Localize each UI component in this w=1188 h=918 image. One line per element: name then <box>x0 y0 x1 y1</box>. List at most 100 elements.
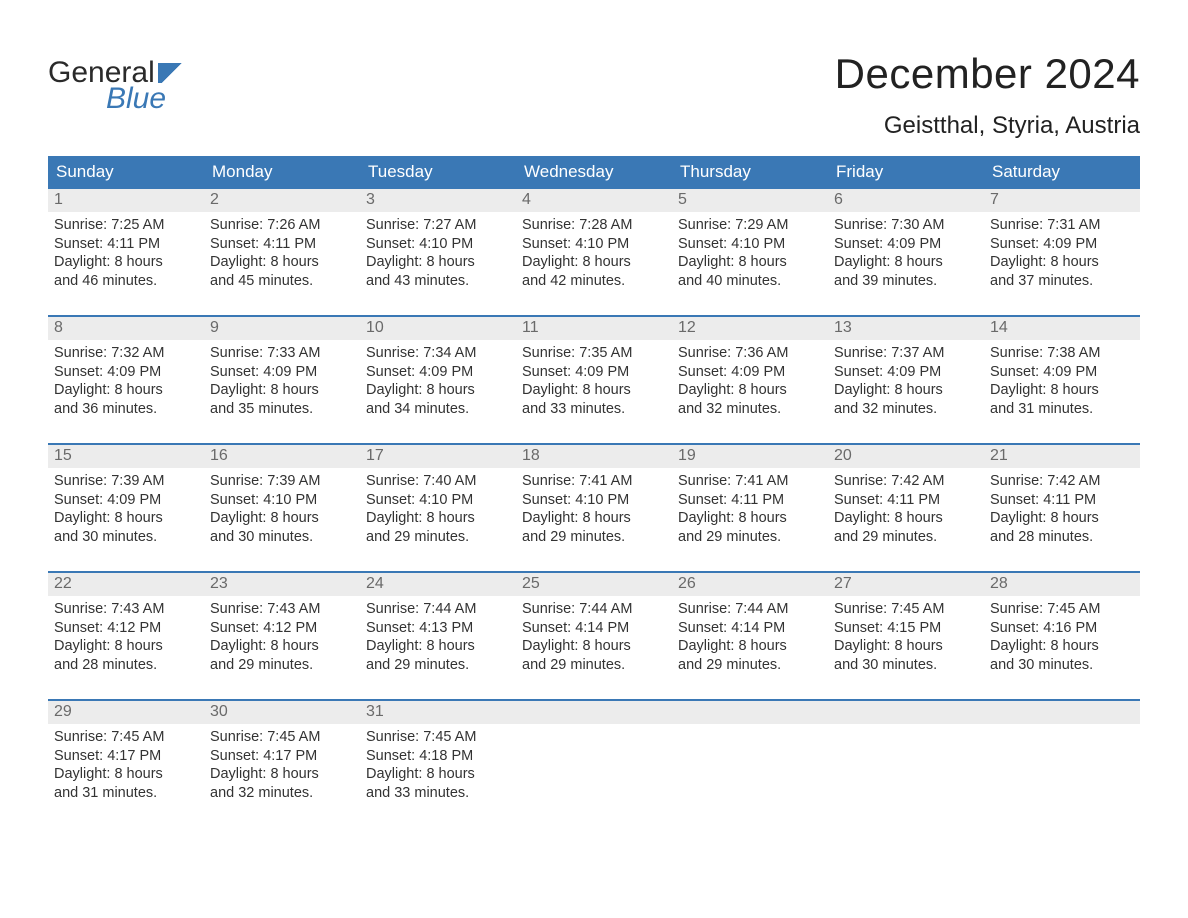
dow-cell: Wednesday <box>516 156 672 189</box>
sunrise: Sunrise: 7:45 AM <box>834 600 978 619</box>
daylight-line2: and 42 minutes. <box>522 272 666 291</box>
daylight-line2: and 29 minutes. <box>678 656 822 675</box>
day-body: Sunrise: 7:25 AMSunset: 4:11 PMDaylight:… <box>48 212 204 294</box>
sunset: Sunset: 4:09 PM <box>210 363 354 382</box>
week-row: 8Sunrise: 7:32 AMSunset: 4:09 PMDaylight… <box>48 315 1140 443</box>
sunset: Sunset: 4:09 PM <box>54 363 198 382</box>
day-cell: 7Sunrise: 7:31 AMSunset: 4:09 PMDaylight… <box>984 189 1140 315</box>
header: General Blue December 2024 Geistthal, St… <box>48 50 1140 150</box>
sunset: Sunset: 4:09 PM <box>834 363 978 382</box>
daylight-line1: Daylight: 8 hours <box>210 253 354 272</box>
sunrise: Sunrise: 7:28 AM <box>522 216 666 235</box>
daylight-line1: Daylight: 8 hours <box>522 381 666 400</box>
week-row: 22Sunrise: 7:43 AMSunset: 4:12 PMDayligh… <box>48 571 1140 699</box>
day-body: Sunrise: 7:44 AMSunset: 4:14 PMDaylight:… <box>672 596 828 678</box>
week-row: 1Sunrise: 7:25 AMSunset: 4:11 PMDaylight… <box>48 189 1140 315</box>
day-cell <box>672 701 828 827</box>
day-number: 6 <box>828 189 984 212</box>
daylight-line1: Daylight: 8 hours <box>834 637 978 656</box>
daylight-line2: and 33 minutes. <box>366 784 510 803</box>
day-number: 21 <box>984 445 1140 468</box>
daylight-line1: Daylight: 8 hours <box>990 509 1134 528</box>
day-cell: 17Sunrise: 7:40 AMSunset: 4:10 PMDayligh… <box>360 445 516 571</box>
day-cell: 5Sunrise: 7:29 AMSunset: 4:10 PMDaylight… <box>672 189 828 315</box>
day-cell: 3Sunrise: 7:27 AMSunset: 4:10 PMDaylight… <box>360 189 516 315</box>
sunset: Sunset: 4:09 PM <box>990 363 1134 382</box>
day-number: 1 <box>48 189 204 212</box>
sunrise: Sunrise: 7:33 AM <box>210 344 354 363</box>
sunset: Sunset: 4:18 PM <box>366 747 510 766</box>
sunset: Sunset: 4:17 PM <box>54 747 198 766</box>
day-body: Sunrise: 7:37 AMSunset: 4:09 PMDaylight:… <box>828 340 984 422</box>
daylight-line2: and 31 minutes. <box>54 784 198 803</box>
daylight-line2: and 29 minutes. <box>522 656 666 675</box>
day-body: Sunrise: 7:36 AMSunset: 4:09 PMDaylight:… <box>672 340 828 422</box>
daylight-line2: and 29 minutes. <box>210 656 354 675</box>
day-body: Sunrise: 7:44 AMSunset: 4:14 PMDaylight:… <box>516 596 672 678</box>
sunset: Sunset: 4:12 PM <box>54 619 198 638</box>
day-body: Sunrise: 7:30 AMSunset: 4:09 PMDaylight:… <box>828 212 984 294</box>
day-number: 3 <box>360 189 516 212</box>
day-cell: 27Sunrise: 7:45 AMSunset: 4:15 PMDayligh… <box>828 573 984 699</box>
days-of-week-header: SundayMondayTuesdayWednesdayThursdayFrid… <box>48 156 1140 189</box>
day-number: 9 <box>204 317 360 340</box>
daylight-line2: and 39 minutes. <box>834 272 978 291</box>
day-cell: 24Sunrise: 7:44 AMSunset: 4:13 PMDayligh… <box>360 573 516 699</box>
sunrise: Sunrise: 7:44 AM <box>678 600 822 619</box>
day-body: Sunrise: 7:44 AMSunset: 4:13 PMDaylight:… <box>360 596 516 678</box>
brand-line2: Blue <box>48 84 166 114</box>
dow-cell: Monday <box>204 156 360 189</box>
day-number: 31 <box>360 701 516 724</box>
sunset: Sunset: 4:09 PM <box>522 363 666 382</box>
day-cell: 13Sunrise: 7:37 AMSunset: 4:09 PMDayligh… <box>828 317 984 443</box>
daylight-line1: Daylight: 8 hours <box>522 509 666 528</box>
daylight-line2: and 33 minutes. <box>522 400 666 419</box>
daylight-line2: and 32 minutes. <box>678 400 822 419</box>
sunrise: Sunrise: 7:31 AM <box>990 216 1134 235</box>
daylight-line2: and 30 minutes. <box>54 528 198 547</box>
day-body: Sunrise: 7:45 AMSunset: 4:16 PMDaylight:… <box>984 596 1140 678</box>
day-number: 24 <box>360 573 516 596</box>
daylight-line1: Daylight: 8 hours <box>522 637 666 656</box>
day-body: Sunrise: 7:45 AMSunset: 4:17 PMDaylight:… <box>204 724 360 806</box>
daylight-line1: Daylight: 8 hours <box>210 381 354 400</box>
sunset: Sunset: 4:12 PM <box>210 619 354 638</box>
day-cell: 8Sunrise: 7:32 AMSunset: 4:09 PMDaylight… <box>48 317 204 443</box>
day-body: Sunrise: 7:45 AMSunset: 4:17 PMDaylight:… <box>48 724 204 806</box>
day-number: 2 <box>204 189 360 212</box>
day-cell: 12Sunrise: 7:36 AMSunset: 4:09 PMDayligh… <box>672 317 828 443</box>
day-cell: 28Sunrise: 7:45 AMSunset: 4:16 PMDayligh… <box>984 573 1140 699</box>
day-body: Sunrise: 7:43 AMSunset: 4:12 PMDaylight:… <box>204 596 360 678</box>
sunset: Sunset: 4:10 PM <box>522 235 666 254</box>
sunrise: Sunrise: 7:39 AM <box>210 472 354 491</box>
dow-cell: Friday <box>828 156 984 189</box>
day-body: Sunrise: 7:32 AMSunset: 4:09 PMDaylight:… <box>48 340 204 422</box>
dow-cell: Tuesday <box>360 156 516 189</box>
daylight-line1: Daylight: 8 hours <box>678 253 822 272</box>
day-number <box>828 701 984 724</box>
day-body: Sunrise: 7:31 AMSunset: 4:09 PMDaylight:… <box>984 212 1140 294</box>
day-number <box>984 701 1140 724</box>
sunrise: Sunrise: 7:43 AM <box>210 600 354 619</box>
day-cell: 25Sunrise: 7:44 AMSunset: 4:14 PMDayligh… <box>516 573 672 699</box>
day-body: Sunrise: 7:29 AMSunset: 4:10 PMDaylight:… <box>672 212 828 294</box>
daylight-line2: and 29 minutes. <box>522 528 666 547</box>
daylight-line1: Daylight: 8 hours <box>678 637 822 656</box>
sunrise: Sunrise: 7:32 AM <box>54 344 198 363</box>
day-number: 11 <box>516 317 672 340</box>
daylight-line1: Daylight: 8 hours <box>210 637 354 656</box>
sunrise: Sunrise: 7:29 AM <box>678 216 822 235</box>
daylight-line1: Daylight: 8 hours <box>54 381 198 400</box>
daylight-line1: Daylight: 8 hours <box>990 253 1134 272</box>
sunrise: Sunrise: 7:45 AM <box>54 728 198 747</box>
day-cell <box>984 701 1140 827</box>
day-body: Sunrise: 7:39 AMSunset: 4:10 PMDaylight:… <box>204 468 360 550</box>
sunrise: Sunrise: 7:43 AM <box>54 600 198 619</box>
day-number: 13 <box>828 317 984 340</box>
sunrise: Sunrise: 7:35 AM <box>522 344 666 363</box>
daylight-line2: and 32 minutes. <box>210 784 354 803</box>
day-number: 25 <box>516 573 672 596</box>
sunset: Sunset: 4:11 PM <box>54 235 198 254</box>
day-number: 15 <box>48 445 204 468</box>
day-number: 19 <box>672 445 828 468</box>
